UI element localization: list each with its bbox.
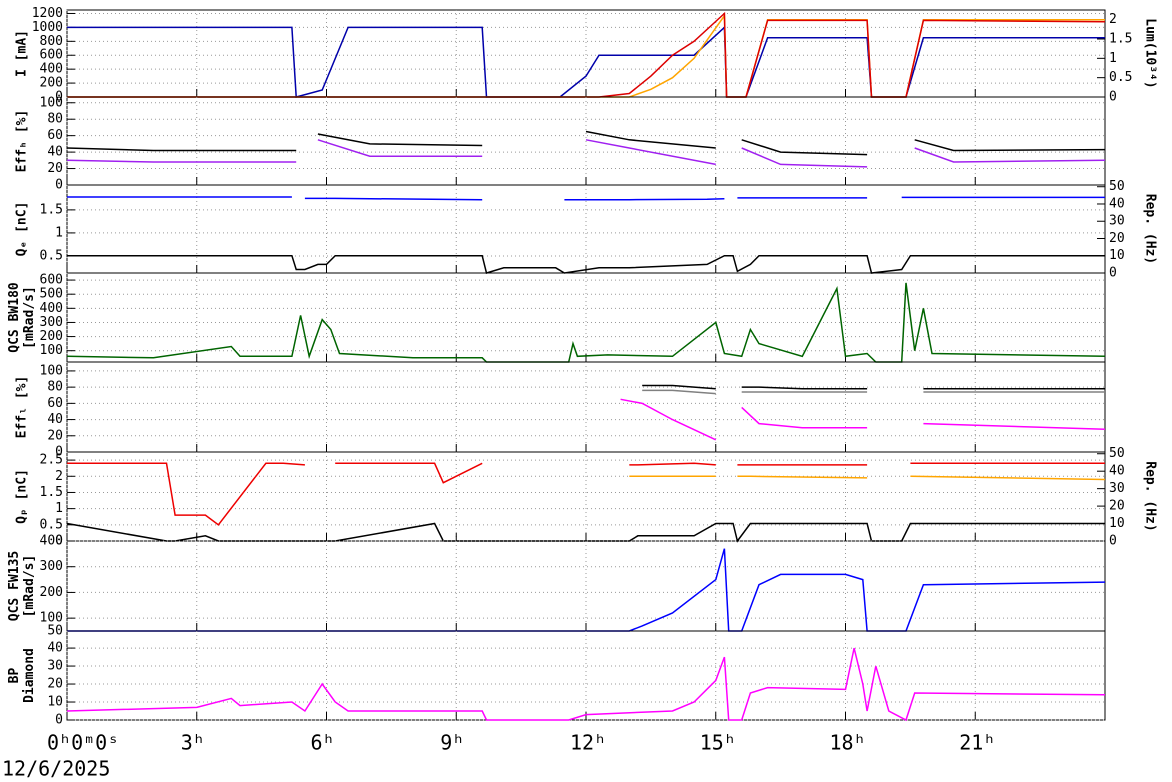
y2-tick-label: 10 <box>1109 516 1125 531</box>
y-tick-label: 200 <box>40 76 63 91</box>
y-tick-label: 60 <box>47 396 63 411</box>
x-tick-label: 12ʰ <box>570 731 606 755</box>
y-tick-label: 0 <box>55 178 63 193</box>
y-axis-label: Effₗ [%] <box>15 376 30 439</box>
y2-tick-label: 0.5 <box>1109 70 1132 85</box>
x-tick-label: 9ʰ <box>440 731 464 755</box>
y2-tick-label: 20 <box>1109 499 1125 514</box>
y-tick-label: 0 <box>55 713 63 728</box>
y-tick-label: 40 <box>47 641 63 656</box>
y-tick-label: 400 <box>40 301 63 316</box>
x-tick-label: 6ʰ <box>311 731 335 755</box>
y-tick-label: 600 <box>40 48 63 63</box>
y2-tick-label: 20 <box>1109 231 1125 246</box>
y2-tick-label: 0 <box>1109 90 1117 105</box>
y-axis-label: Effₕ [%] <box>15 110 30 173</box>
y-tick-label: 400 <box>40 62 63 77</box>
data-line <box>67 196 1105 201</box>
x-axis-label: 12/6/2025 <box>2 757 110 781</box>
y2-tick-label: 1.5 <box>1109 32 1132 47</box>
y-tick-label: 1200 <box>32 6 63 21</box>
y2-tick-label: 10 <box>1109 248 1125 263</box>
y-axis-label: I [mA] <box>15 30 30 77</box>
y-tick-label: 20 <box>47 161 63 176</box>
y2-tick-label: 0 <box>1109 534 1117 549</box>
y2-axis-label: Rep. (Hz) <box>1143 194 1158 264</box>
y-tick-label: 0.5 <box>40 517 63 532</box>
y-tick-label: 1.5 <box>40 202 63 217</box>
data-line <box>67 254 1105 274</box>
y-tick-label: 200 <box>40 585 63 600</box>
y-axis-label: Qₑ [nC] <box>15 202 30 257</box>
data-line <box>620 398 1106 441</box>
y-axis-label: QCS BW180 <box>7 282 22 353</box>
y-tick-label: 20 <box>47 677 63 692</box>
y2-tick-label: 2 <box>1109 12 1117 27</box>
data-line <box>67 462 1105 526</box>
data-line <box>642 389 1105 395</box>
y2-tick-label: 30 <box>1109 214 1125 229</box>
y-tick-label: 100 <box>40 343 63 358</box>
y-tick-label: 0 <box>55 534 63 549</box>
y-axis-label: Diamond <box>22 648 37 703</box>
y-tick-label: 10 <box>47 695 63 710</box>
y2-axis-label: Rep. (Hz) <box>1143 461 1158 531</box>
y-tick-label: 300 <box>40 315 63 330</box>
y-axis-label: Qₚ [nC] <box>15 469 30 524</box>
y-tick-label: 600 <box>40 273 63 288</box>
y2-tick-label: 50 <box>1109 179 1125 194</box>
y-tick-label: 0.5 <box>40 248 63 263</box>
y-tick-label: 1 <box>55 225 63 240</box>
y-axis-label: [mRad/s] <box>22 286 37 349</box>
data-line <box>66 282 1106 363</box>
y-tick-label: 40 <box>47 412 63 427</box>
y2-axis-label: Lum(10³⁴) <box>1143 18 1158 88</box>
y-tick-label: 40 <box>47 145 63 160</box>
y-tick-label: 50 <box>47 624 63 639</box>
y-tick-label: 30 <box>47 659 63 674</box>
panel-frame <box>66 9 1106 98</box>
y2-tick-label: 40 <box>1109 196 1125 211</box>
x-tick-label: 18ʰ <box>830 731 866 755</box>
y2-tick-label: 1 <box>1109 51 1117 66</box>
y-tick-label: 800 <box>40 34 63 49</box>
x-tick-label: 3ʰ <box>181 731 205 755</box>
y2-tick-label: 30 <box>1109 481 1125 496</box>
data-line <box>66 130 1106 156</box>
y-tick-label: 0 <box>55 445 63 460</box>
y-tick-label: 1000 <box>32 20 63 35</box>
y-tick-label: 1.5 <box>40 485 63 500</box>
y-tick-label: 200 <box>40 329 63 344</box>
y-tick-label: 60 <box>47 128 63 143</box>
y-tick-label: 2.5 <box>40 453 63 468</box>
y2-tick-label: 0 <box>1109 266 1117 281</box>
y-tick-label: 100 <box>40 363 63 378</box>
x-tick-label: 21ʰ <box>959 731 995 755</box>
data-line <box>66 139 1106 168</box>
y-axis-label: BP <box>7 668 22 684</box>
y2-tick-label: 50 <box>1109 446 1125 461</box>
x-tick-label: 15ʰ <box>700 731 736 755</box>
y-tick-label: 100 <box>40 95 63 110</box>
data-line <box>66 647 1106 722</box>
y-axis-label: QCS FW135 <box>7 551 22 621</box>
data-line <box>642 384 1105 390</box>
data-line <box>629 475 1106 481</box>
y2-tick-label: 40 <box>1109 464 1125 479</box>
y-tick-label: 500 <box>40 287 63 302</box>
y-axis-label: [mRad/s] <box>22 555 37 618</box>
y-tick-label: 80 <box>47 112 63 127</box>
y-tick-label: 80 <box>47 380 63 395</box>
y-tick-label: 0 <box>55 90 63 105</box>
y-tick-label: 1 <box>55 501 63 516</box>
y-tick-label: 20 <box>47 428 63 443</box>
y-tick-label: 2 <box>55 469 63 484</box>
y-tick-label: 100 <box>40 611 63 626</box>
x-tick-label: 0ʰ0ᵐ0ˢ <box>47 731 119 755</box>
y-tick-label: 400 <box>40 534 63 549</box>
y-tick-label: 300 <box>40 559 63 574</box>
